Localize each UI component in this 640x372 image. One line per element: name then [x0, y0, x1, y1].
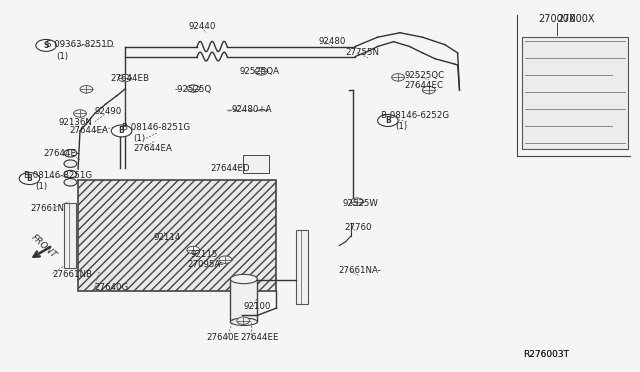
- Bar: [243, 155, 269, 173]
- Text: 92480: 92480: [319, 37, 346, 46]
- Text: (1): (1): [133, 134, 145, 143]
- Text: 92115: 92115: [191, 250, 218, 259]
- Text: (1): (1): [35, 182, 47, 190]
- Bar: [230, 279, 257, 322]
- Bar: [64, 203, 76, 268]
- Text: FRONT: FRONT: [29, 232, 58, 260]
- Text: 92490: 92490: [95, 107, 122, 116]
- Text: 27640G: 27640G: [95, 283, 129, 292]
- Circle shape: [118, 74, 131, 82]
- Text: 92480+A: 92480+A: [232, 105, 272, 114]
- Text: 27661NB: 27661NB: [52, 270, 93, 279]
- Circle shape: [392, 74, 404, 81]
- Circle shape: [64, 150, 77, 157]
- Text: 27644EC: 27644EC: [404, 81, 444, 90]
- Bar: [522, 37, 628, 149]
- Text: 27644EE: 27644EE: [240, 333, 278, 342]
- Text: 92440: 92440: [189, 22, 216, 31]
- Text: B 08146-6252G: B 08146-6252G: [381, 111, 449, 120]
- Text: (1): (1): [56, 52, 68, 61]
- Text: 27661NA-: 27661NA-: [338, 266, 381, 275]
- Text: 92525QC: 92525QC: [404, 71, 445, 80]
- Text: 92100: 92100: [243, 302, 271, 311]
- Ellipse shape: [230, 318, 257, 326]
- Circle shape: [80, 86, 93, 93]
- Circle shape: [351, 198, 364, 205]
- Circle shape: [255, 68, 268, 75]
- Circle shape: [237, 317, 250, 324]
- Text: 27095A-: 27095A-: [187, 260, 223, 269]
- Circle shape: [422, 86, 435, 94]
- Circle shape: [64, 179, 77, 186]
- Text: 27644EA: 27644EA: [69, 126, 108, 135]
- Text: B 08146-8251G: B 08146-8251G: [24, 171, 92, 180]
- Text: 27644ED: 27644ED: [210, 164, 250, 173]
- Circle shape: [64, 170, 77, 178]
- Ellipse shape: [230, 275, 257, 284]
- Text: B: B: [385, 116, 390, 125]
- Text: S 09363-8251D: S 09363-8251D: [46, 40, 113, 49]
- Circle shape: [378, 115, 398, 126]
- Text: 92525QA: 92525QA: [240, 67, 280, 76]
- Circle shape: [187, 85, 200, 92]
- Circle shape: [19, 173, 40, 185]
- Circle shape: [74, 110, 86, 117]
- Text: 92136N: 92136N: [59, 118, 93, 126]
- Text: 27000X: 27000X: [557, 14, 595, 23]
- Text: 27644EB: 27644EB: [110, 74, 149, 83]
- Text: B: B: [119, 126, 124, 135]
- Text: 27640E: 27640E: [206, 333, 239, 342]
- Text: 92114: 92114: [154, 233, 181, 242]
- Text: S: S: [44, 41, 49, 50]
- Text: 92525W: 92525W: [342, 199, 378, 208]
- Circle shape: [36, 39, 56, 51]
- Text: 27661N: 27661N: [31, 204, 65, 213]
- Text: 27644EA: 27644EA: [133, 144, 172, 153]
- Circle shape: [219, 256, 232, 263]
- Text: R276003T: R276003T: [524, 350, 570, 359]
- Circle shape: [64, 160, 77, 167]
- Text: B 08146-8251G: B 08146-8251G: [122, 123, 189, 132]
- Text: 27000X: 27000X: [538, 14, 575, 23]
- Circle shape: [111, 125, 132, 137]
- Text: (1): (1): [396, 122, 408, 131]
- Bar: [296, 230, 308, 304]
- Bar: [78, 180, 276, 291]
- Text: 27644E-: 27644E-: [44, 149, 79, 158]
- Circle shape: [187, 246, 200, 254]
- Text: R276003T: R276003T: [524, 350, 570, 359]
- Text: 27755N: 27755N: [346, 48, 380, 57]
- Text: B: B: [27, 174, 32, 183]
- Text: -92525Q: -92525Q: [174, 85, 211, 94]
- Text: 27760: 27760: [344, 223, 372, 232]
